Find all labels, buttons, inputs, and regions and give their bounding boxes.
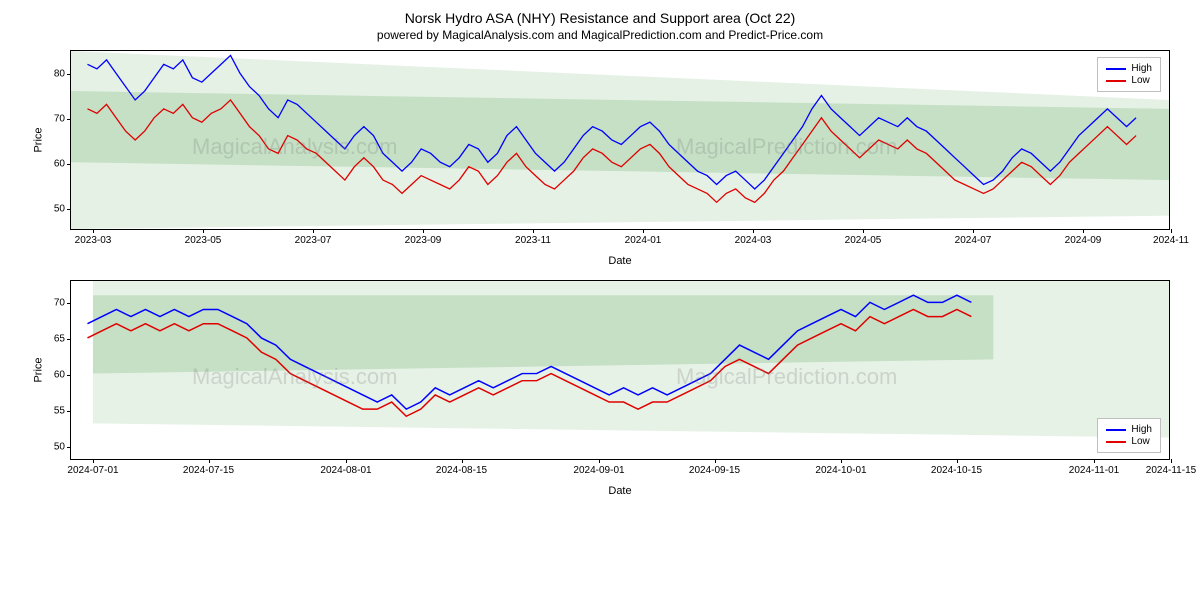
- legend: HighLow: [1097, 57, 1161, 92]
- y-tick-mark: [67, 303, 71, 304]
- chart-title: Norsk Hydro ASA (NHY) Resistance and Sup…: [10, 10, 1190, 26]
- y-tick-label: 80: [54, 68, 65, 79]
- x-tick-label: 2024-07-15: [183, 465, 234, 476]
- y-tick-mark: [67, 119, 71, 120]
- legend-swatch: [1106, 429, 1126, 431]
- plot-svg-bottom: [71, 281, 1169, 459]
- x-tick-label: 2023-11: [515, 235, 551, 246]
- x-tick-mark: [957, 459, 958, 463]
- x-tick-mark: [1171, 459, 1172, 463]
- x-tick-mark: [1171, 229, 1172, 233]
- chart-panel-top: Price Date 506070802023-032023-052023-07…: [70, 50, 1170, 230]
- x-tick-label: 2024-01: [625, 235, 662, 246]
- legend: HighLow: [1097, 418, 1161, 453]
- y-tick-mark: [67, 447, 71, 448]
- x-tick-label: 2024-05: [845, 235, 882, 246]
- x-tick-label: 2024-09: [1065, 235, 1102, 246]
- x-tick-mark: [753, 229, 754, 233]
- x-tick-mark: [863, 229, 864, 233]
- legend-label: High: [1131, 424, 1152, 435]
- x-tick-label: 2024-11: [1153, 235, 1189, 246]
- y-tick-label: 70: [54, 113, 65, 124]
- x-tick-mark: [715, 459, 716, 463]
- x-tick-label: 2024-11-15: [1146, 465, 1196, 476]
- y-tick-mark: [67, 209, 71, 210]
- x-tick-mark: [209, 459, 210, 463]
- x-tick-mark: [841, 459, 842, 463]
- x-tick-mark: [1094, 459, 1095, 463]
- x-tick-label: 2023-07: [295, 235, 332, 246]
- legend-label: Low: [1131, 436, 1149, 447]
- plot-svg-top: [71, 51, 1169, 229]
- x-tick-mark: [973, 229, 974, 233]
- y-tick-mark: [67, 74, 71, 75]
- x-axis-label: Date: [608, 485, 631, 497]
- x-tick-label: 2024-07: [955, 235, 992, 246]
- y-tick-label: 65: [54, 333, 65, 344]
- y-tick-label: 50: [54, 203, 65, 214]
- x-tick-label: 2024-08-15: [436, 465, 487, 476]
- x-tick-label: 2024-09-01: [573, 465, 624, 476]
- chart-subtitle: powered by MagicalAnalysis.com and Magic…: [10, 28, 1190, 42]
- x-tick-label: 2024-11-01: [1069, 465, 1119, 476]
- x-tick-label: 2024-10-15: [931, 465, 982, 476]
- x-tick-mark: [423, 229, 424, 233]
- x-tick-mark: [93, 229, 94, 233]
- legend-swatch: [1106, 441, 1126, 443]
- x-tick-label: 2024-08-01: [320, 465, 371, 476]
- y-tick-label: 60: [54, 369, 65, 380]
- y-tick-mark: [67, 339, 71, 340]
- x-tick-label: 2024-03: [735, 235, 772, 246]
- y-tick-label: 60: [54, 158, 65, 169]
- x-tick-mark: [533, 229, 534, 233]
- y-tick-mark: [67, 164, 71, 165]
- x-tick-label: 2024-10-01: [815, 465, 866, 476]
- x-tick-mark: [346, 459, 347, 463]
- x-tick-mark: [462, 459, 463, 463]
- y-axis-label: Price: [33, 127, 45, 152]
- x-tick-label: 2023-09: [405, 235, 442, 246]
- x-tick-mark: [313, 229, 314, 233]
- y-tick-mark: [67, 411, 71, 412]
- legend-item: High: [1106, 63, 1152, 74]
- x-tick-mark: [643, 229, 644, 233]
- y-axis-label: Price: [33, 357, 45, 382]
- y-tick-label: 55: [54, 405, 65, 416]
- legend-item: Low: [1106, 436, 1152, 447]
- x-tick-mark: [203, 229, 204, 233]
- x-axis-label: Date: [608, 255, 631, 267]
- y-tick-label: 50: [54, 441, 65, 452]
- x-tick-label: 2024-07-01: [67, 465, 118, 476]
- legend-swatch: [1106, 80, 1126, 82]
- legend-item: High: [1106, 424, 1152, 435]
- x-tick-label: 2024-09-15: [689, 465, 740, 476]
- x-tick-mark: [599, 459, 600, 463]
- legend-label: High: [1131, 63, 1152, 74]
- x-tick-mark: [93, 459, 94, 463]
- y-tick-label: 70: [54, 297, 65, 308]
- x-tick-mark: [1083, 229, 1084, 233]
- legend-label: Low: [1131, 75, 1149, 86]
- legend-item: Low: [1106, 75, 1152, 86]
- x-tick-label: 2023-05: [185, 235, 222, 246]
- figure: Norsk Hydro ASA (NHY) Resistance and Sup…: [10, 10, 1190, 460]
- y-tick-mark: [67, 375, 71, 376]
- chart-panel-bottom: Price Date 50556065702024-07-012024-07-1…: [70, 280, 1170, 460]
- legend-swatch: [1106, 68, 1126, 70]
- x-tick-label: 2023-03: [75, 235, 112, 246]
